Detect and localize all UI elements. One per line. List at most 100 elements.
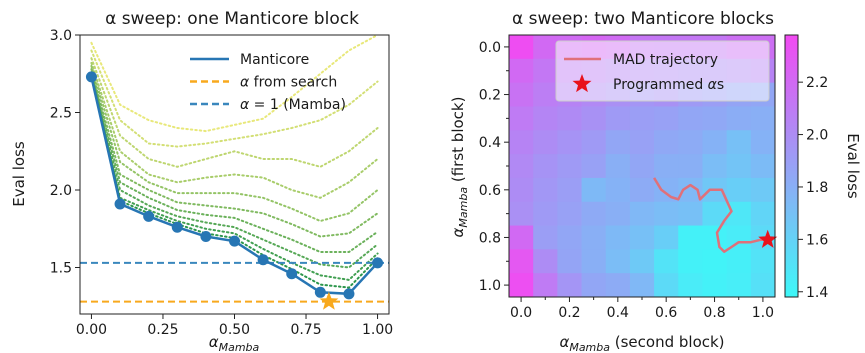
heatmap-cell bbox=[533, 201, 558, 226]
right-y-axis-label: αMamba (first block) bbox=[449, 97, 470, 238]
heatmap-cell bbox=[533, 273, 558, 298]
heatmap-cell bbox=[509, 130, 534, 155]
x-tick-label: 0.75 bbox=[290, 322, 321, 338]
y-tick-label: 0.2 bbox=[479, 88, 501, 104]
heatmap-cell bbox=[557, 154, 582, 179]
y-tick-label: 0.0 bbox=[479, 40, 501, 56]
colorbar-tick-label: 1.6 bbox=[806, 232, 828, 248]
heatmap-cell bbox=[629, 154, 655, 179]
heatmap-cell bbox=[509, 225, 534, 250]
manticore-point bbox=[257, 254, 269, 266]
left-plot-content bbox=[80, 35, 389, 310]
heatmap-cell bbox=[581, 273, 607, 298]
trajectory-line bbox=[90, 57, 379, 168]
manticore-point bbox=[85, 71, 97, 83]
trajectory-line bbox=[90, 72, 379, 269]
heatmap-cell bbox=[629, 106, 655, 131]
heatmap-cell bbox=[533, 130, 558, 155]
heatmap-cell bbox=[509, 201, 534, 226]
heatmap-cell bbox=[702, 106, 728, 131]
heatmap-cell bbox=[629, 249, 655, 274]
trajectory-line bbox=[90, 71, 379, 253]
left-plot-area bbox=[80, 35, 389, 310]
heatmap-cell bbox=[509, 154, 534, 179]
heatmap-cell bbox=[726, 225, 752, 250]
y-tick-label: 1.5 bbox=[50, 261, 72, 277]
heatmap-cell bbox=[605, 130, 631, 155]
heatmap-cell bbox=[654, 273, 679, 298]
heatmap-cell bbox=[557, 201, 582, 226]
heatmap-cell bbox=[629, 177, 655, 203]
heatmap-cell bbox=[678, 249, 703, 274]
trajectory-line bbox=[90, 61, 379, 199]
trajectory-line bbox=[90, 65, 379, 223]
heatmap-cell bbox=[509, 106, 534, 131]
x-tick-label: 1.00 bbox=[362, 322, 393, 338]
heatmap-cell bbox=[581, 249, 607, 274]
y-tick-label: 0.4 bbox=[479, 135, 501, 151]
trajectory-line bbox=[90, 68, 379, 238]
manticore-point bbox=[343, 288, 355, 300]
left-chart-title: α sweep: one Manticore block bbox=[105, 9, 359, 29]
legend-box bbox=[555, 40, 770, 102]
heatmap-cell bbox=[726, 106, 752, 131]
heatmap-cell bbox=[678, 201, 703, 226]
x-tick-label: 0.50 bbox=[219, 322, 250, 338]
y-tick-label: 0.8 bbox=[479, 230, 501, 246]
heatmap-cell bbox=[509, 249, 534, 274]
heatmap-cell bbox=[557, 273, 582, 298]
right-ticks: 0.0 0.0 0.2 0.2 0.4 0.4 0.6 0.6 0.8 0.8 1.0 1.0 bbox=[479, 40, 774, 321]
right-legend: MAD trajectory Programmed αs bbox=[555, 40, 770, 102]
colorbar-tick-label: 2.2 bbox=[806, 75, 828, 91]
legend-label: MAD trajectory bbox=[613, 52, 718, 68]
left-y-axis-label: Eval loss bbox=[10, 141, 28, 207]
heatmap-cell bbox=[605, 225, 631, 250]
x-tick-label: 0.8 bbox=[703, 305, 725, 321]
heatmap-cell bbox=[581, 201, 607, 226]
manticore-point bbox=[200, 231, 212, 242]
colorbar: 1.4 1.6 1.8 2.0 2.2 bbox=[784, 34, 828, 301]
y-tick-label: 3.0 bbox=[50, 28, 72, 44]
heatmap-cell bbox=[750, 249, 776, 274]
x-tick-label: 0.0 bbox=[510, 305, 532, 321]
colorbar-tick-label: 1.8 bbox=[806, 180, 828, 196]
heatmap-cell bbox=[726, 273, 752, 298]
heatmap-cell bbox=[702, 225, 728, 250]
manticore-point bbox=[229, 235, 240, 247]
left-legend: Manticore α from search α = 1 (Mamba) bbox=[190, 52, 346, 113]
heatmap-cell bbox=[557, 130, 582, 155]
manticore-point bbox=[286, 268, 298, 280]
heatmap-cell bbox=[750, 273, 776, 298]
heatmap-cell bbox=[557, 177, 582, 203]
programmed-alpha-star bbox=[758, 229, 778, 248]
heatmap-cell bbox=[654, 201, 679, 226]
colorbar-tick-label: 2.0 bbox=[806, 128, 828, 144]
heatmap-cell bbox=[750, 106, 776, 131]
y-tick-label: 0.6 bbox=[479, 183, 501, 199]
heatmap-cell bbox=[533, 82, 558, 107]
left-x-axis-label: αMamba bbox=[209, 333, 260, 353]
heatmap-cell bbox=[726, 249, 752, 274]
heatmap-cell bbox=[678, 273, 703, 298]
search-alpha-star bbox=[319, 291, 339, 310]
heatmap-cell bbox=[726, 154, 752, 179]
heatmap-cell bbox=[533, 249, 558, 274]
heatmap-cell bbox=[629, 130, 655, 155]
heatmap-cell bbox=[654, 130, 679, 155]
trajectory-line bbox=[90, 49, 379, 148]
y-tick-label: 2.5 bbox=[50, 106, 72, 122]
heatmap-cell bbox=[678, 154, 703, 179]
heatmap-cell bbox=[726, 130, 752, 155]
heatmap-cell bbox=[678, 106, 703, 131]
heatmap-cell bbox=[533, 177, 558, 203]
x-tick-label: 0.00 bbox=[76, 322, 107, 338]
heatmap-cell bbox=[702, 130, 728, 155]
trajectory-line bbox=[90, 74, 379, 281]
heatmap-cell bbox=[654, 225, 679, 250]
heatmap-cell bbox=[557, 225, 582, 250]
heatmap-cell bbox=[750, 201, 776, 226]
colorbar-gradient bbox=[784, 34, 799, 298]
heatmap-cell bbox=[726, 177, 752, 203]
x-tick-label: 0.25 bbox=[147, 322, 178, 338]
heatmap-cell bbox=[678, 130, 703, 155]
